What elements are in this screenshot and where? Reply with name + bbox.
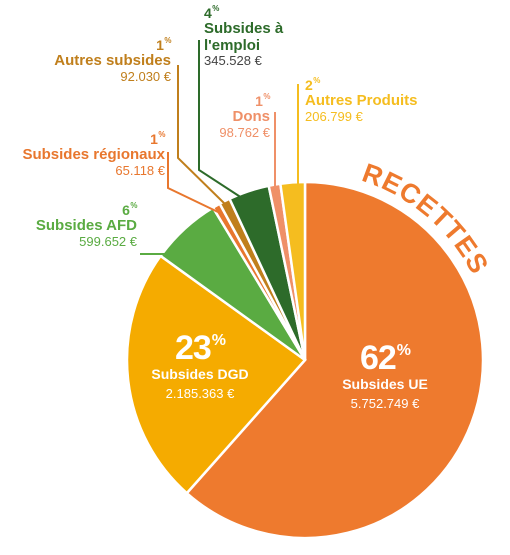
name-subsides-afd: Subsides AFD <box>35 217 137 235</box>
name-subsides-regionaux: Subsides régionaux <box>22 146 165 164</box>
amount-autres-subsides: 92.030 € <box>120 68 171 84</box>
pct-subsides-ue: 62% <box>359 339 411 377</box>
name-subsides-ue: Subsides UE <box>342 376 428 393</box>
pct-subsides-dgd: 23% <box>174 329 226 367</box>
pct-dons: 1% <box>255 92 270 109</box>
label-subsides-regionaux: 1% Subsides régionaux 65.118 € <box>22 130 165 178</box>
leader-subsides-emploi <box>198 40 243 199</box>
label-dons: 1% Dons 98.762 € <box>219 92 271 140</box>
name-dons: Dons <box>232 108 271 126</box>
name-subsides-emploi-line2: l'emploi <box>204 36 261 54</box>
pct-subsides-regionaux: 1% <box>150 130 165 147</box>
name-autres-subsides: Autres subsides <box>54 52 171 70</box>
amount-subsides-regionaux: 65.118 € <box>115 162 165 178</box>
leader-subsides-regionaux <box>167 152 219 213</box>
label-subsides-dgd: 23% Subsides DGD 2.185.363 € <box>140 329 260 401</box>
slice-subsides-ue <box>185 180 485 540</box>
label-subsides-ue: 62% Subsides UE 5.752.749 € <box>325 339 445 411</box>
label-subsides-afd: 6% Subsides AFD 599.652 € <box>35 201 138 249</box>
label-subsides-emploi: 4% Subsides à l'emploi 345.528 € <box>204 4 284 69</box>
amount-subsides-ue: 5.752.749 € <box>350 395 420 411</box>
slice-subsides-dgd <box>125 254 307 495</box>
pct-autres-subsides: 1% <box>156 36 171 53</box>
pct-autres-produits: 2% <box>305 76 320 93</box>
slice-autres-produits <box>278 180 307 361</box>
label-autres-subsides: 1% Autres subsides 92.030 € <box>54 36 171 84</box>
label-autres-produits: 2% Autres Produits 206.799 € <box>305 76 418 124</box>
leader-autres-subsides <box>177 65 227 206</box>
pct-subsides-afd: 6% <box>122 201 137 218</box>
amount-autres-produits: 206.799 € <box>305 108 363 124</box>
amount-subsides-dgd: 2.185.363 € <box>165 385 235 401</box>
amount-dons: 98.762 € <box>219 124 270 140</box>
name-autres-produits: Autres Produits <box>305 92 418 110</box>
amount-subsides-afd: 599.652 € <box>79 233 137 249</box>
name-subsides-emploi-line1: Subsides à <box>204 20 284 38</box>
pct-subsides-emploi: 4% <box>204 4 219 21</box>
amount-subsides-emploi: 345.528 € <box>204 53 262 69</box>
name-subsides-dgd: Subsides DGD <box>151 366 249 383</box>
